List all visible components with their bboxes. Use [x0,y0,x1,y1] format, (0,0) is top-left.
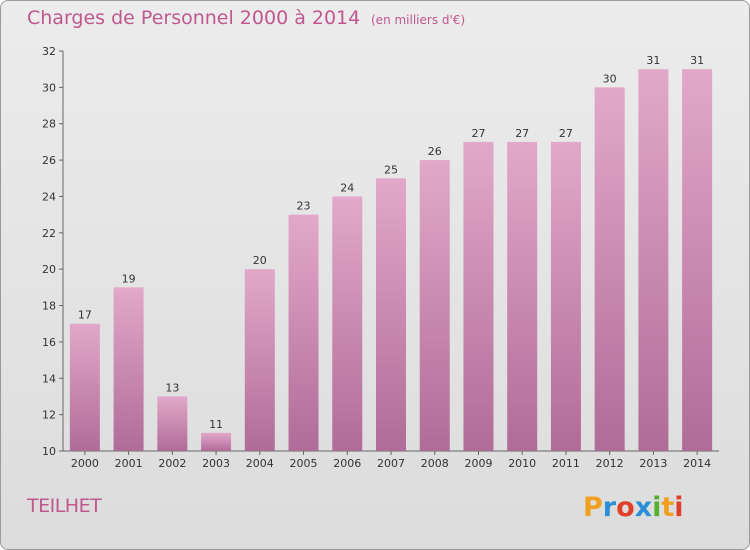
x-tick-label: 2013 [639,457,667,470]
chart-subtitle: (en milliers d'€) [371,13,466,27]
y-tick-label: 18 [42,300,56,313]
x-tick-label: 2001 [115,457,143,470]
bar [244,269,275,451]
chart-title: Charges de Personnel 2000 à 2014 [27,7,361,29]
bar-value-label: 17 [78,309,92,322]
y-tick-label: 20 [42,263,56,276]
x-tick-label: 2014 [683,457,711,470]
y-tick-label: 22 [42,227,56,240]
bar-value-label: 27 [559,127,573,140]
y-tick-label: 24 [42,190,56,203]
y-tick-label: 26 [42,154,56,167]
x-tick-label: 2005 [290,457,318,470]
bar [682,69,713,451]
x-tick-label: 2008 [421,457,449,470]
commune-name: TEILHET [27,495,102,517]
bar [288,214,319,451]
y-tick-label: 14 [42,372,56,385]
x-tick-label: 2003 [202,457,230,470]
x-tick-label: 2002 [158,457,186,470]
bar [594,87,625,451]
x-tick-label: 2011 [552,457,580,470]
bar-value-label: 23 [297,200,311,213]
bar [507,141,538,451]
bar [463,141,494,451]
bar [638,69,669,451]
bar [201,432,232,451]
y-tick-label: 28 [42,118,56,131]
bar-value-label: 31 [646,54,660,67]
bar-value-label: 27 [515,127,529,140]
x-tick-label: 2000 [71,457,99,470]
x-tick-label: 2007 [377,457,405,470]
x-tick-label: 2012 [596,457,624,470]
bar-value-label: 11 [209,418,223,431]
bar-value-label: 13 [165,381,179,394]
y-tick-label: 30 [42,81,56,94]
bar-value-label: 25 [384,163,398,176]
x-tick-label: 2009 [464,457,492,470]
bar [376,178,406,452]
bar-value-label: 20 [253,254,267,267]
proxiti-logo: Proxiti [583,492,684,523]
bar [332,196,363,451]
bar-value-label: 24 [340,181,354,194]
x-tick-label: 2010 [508,457,536,470]
bar [113,287,144,451]
bar-value-label: 30 [603,72,617,85]
bar [69,323,100,451]
bar [419,160,450,451]
bar [157,396,188,451]
y-tick-label: 12 [42,409,56,422]
svg-text:Proxiti: Proxiti [583,492,684,523]
bar-value-label: 27 [471,127,485,140]
bar-value-label: 26 [428,145,442,158]
bar [550,141,581,451]
y-tick-label: 32 [42,45,56,58]
bar-value-label: 19 [122,272,136,285]
y-tick-label: 16 [42,336,56,349]
x-tick-label: 2004 [246,457,274,470]
bar-value-label: 31 [690,54,704,67]
y-tick-label: 10 [42,445,56,458]
x-tick-label: 2006 [333,457,361,470]
